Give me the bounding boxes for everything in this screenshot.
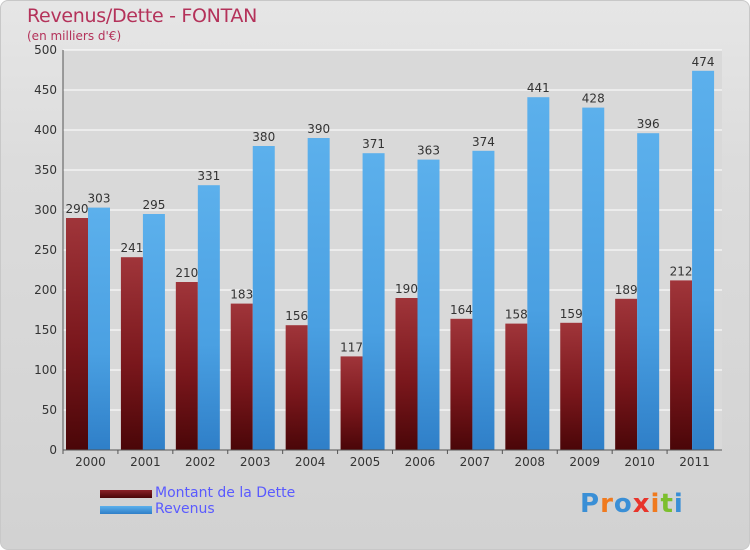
logo-letter: P bbox=[580, 489, 601, 519]
y-tick-label: 50 bbox=[42, 403, 57, 417]
bar-revenue bbox=[692, 70, 715, 451]
bar-revenue bbox=[637, 133, 660, 450]
bar-revenue bbox=[527, 97, 550, 450]
bar-debt bbox=[615, 298, 638, 450]
y-tick-label: 450 bbox=[34, 83, 57, 97]
data-label-debt: 190 bbox=[395, 282, 418, 296]
bar-debt bbox=[230, 303, 253, 450]
bar-revenue bbox=[252, 146, 275, 450]
data-label-debt: 212 bbox=[670, 264, 693, 278]
data-label-debt: 241 bbox=[120, 241, 143, 255]
x-tick-label: 2006 bbox=[405, 455, 436, 469]
y-tick-label: 200 bbox=[34, 283, 57, 297]
data-label-debt: 117 bbox=[340, 340, 363, 354]
bar-debt bbox=[670, 280, 693, 450]
bars bbox=[66, 70, 715, 451]
data-label-revenue: 363 bbox=[417, 144, 440, 158]
bar-debt bbox=[450, 318, 473, 450]
y-tick-label: 150 bbox=[34, 323, 57, 337]
bar-debt bbox=[120, 257, 143, 450]
x-tick-label: 2000 bbox=[75, 455, 106, 469]
bar-debt bbox=[560, 322, 583, 450]
data-label-debt: 183 bbox=[230, 288, 253, 302]
bar-debt bbox=[395, 298, 418, 450]
x-tick-label: 2002 bbox=[185, 455, 216, 469]
x-tick-label: 2007 bbox=[460, 455, 491, 469]
data-label-debt: 290 bbox=[66, 202, 89, 216]
x-tick-label: 2003 bbox=[240, 455, 271, 469]
bar-revenue bbox=[197, 185, 220, 450]
x-tick-label: 2005 bbox=[350, 455, 381, 469]
x-tick-label: 2008 bbox=[515, 455, 546, 469]
grid bbox=[63, 49, 722, 451]
y-tick-label: 300 bbox=[34, 203, 57, 217]
x-tick-label: 2009 bbox=[569, 455, 600, 469]
y-tick-label: 0 bbox=[49, 443, 57, 457]
data-label-revenue: 474 bbox=[692, 55, 715, 69]
bar-revenue bbox=[582, 107, 605, 450]
bar-debt bbox=[175, 282, 198, 450]
bar-revenue bbox=[142, 214, 165, 450]
bar-debt bbox=[340, 356, 363, 450]
bar-debt bbox=[285, 325, 308, 450]
bar-revenue bbox=[472, 150, 495, 451]
logo-letter: r bbox=[600, 489, 614, 519]
y-tick-label: 250 bbox=[34, 243, 57, 257]
y-tick-label: 400 bbox=[34, 123, 57, 137]
data-label-revenue: 380 bbox=[252, 130, 275, 144]
data-label-revenue: 374 bbox=[472, 135, 495, 149]
bar-debt bbox=[505, 323, 528, 450]
logo-letter: t bbox=[660, 489, 674, 519]
data-label-debt: 158 bbox=[505, 308, 528, 322]
legend-label-revenue: Revenus bbox=[155, 501, 215, 517]
data-label-debt: 210 bbox=[175, 266, 198, 280]
bar-revenue bbox=[362, 153, 385, 450]
axes: 0 50 100 150 200 250 300 350 400 450 500 2000 2001 20… bbox=[34, 43, 722, 469]
data-label-revenue: 371 bbox=[362, 137, 385, 151]
logo-letter: x bbox=[632, 489, 651, 519]
logo-letter: i bbox=[650, 489, 661, 519]
legend-swatch-revenue bbox=[100, 506, 152, 514]
legend-swatch-debt bbox=[100, 490, 152, 498]
x-tick-label: 2011 bbox=[679, 455, 710, 469]
bar-revenue bbox=[307, 138, 330, 450]
x-tick-label: 2001 bbox=[130, 455, 161, 469]
proxiti-logo: Proxiti bbox=[580, 489, 684, 519]
data-label-debt: 156 bbox=[285, 309, 308, 323]
bar-revenue bbox=[417, 159, 440, 450]
legend-label-debt: Montant de la Dette bbox=[155, 485, 296, 501]
x-tick-label: 2004 bbox=[295, 455, 326, 469]
y-tick-label: 350 bbox=[34, 163, 57, 177]
data-label-revenue: 331 bbox=[197, 169, 220, 183]
bar-debt bbox=[66, 218, 88, 450]
data-label-revenue: 441 bbox=[527, 81, 550, 95]
data-label-revenue: 396 bbox=[637, 117, 660, 131]
data-label-debt: 164 bbox=[450, 303, 473, 317]
chart-subtitle: (en milliers d'€) bbox=[27, 29, 122, 43]
y-tick-label: 100 bbox=[34, 363, 57, 377]
bar-revenue bbox=[88, 207, 110, 450]
data-label-revenue: 295 bbox=[142, 198, 165, 212]
chart-title: Revenus/Dette - FONTAN bbox=[27, 5, 258, 27]
y-tick-label: 500 bbox=[34, 43, 57, 57]
data-label-revenue: 303 bbox=[88, 192, 111, 206]
x-tick-label: 2010 bbox=[624, 455, 655, 469]
data-label-revenue: 390 bbox=[307, 122, 330, 136]
data-label-debt: 189 bbox=[615, 283, 638, 297]
data-label-revenue: 428 bbox=[582, 92, 605, 106]
logo-letter: i bbox=[673, 489, 684, 519]
data-label-debt: 159 bbox=[560, 307, 583, 321]
logo-letter: o bbox=[613, 489, 633, 519]
